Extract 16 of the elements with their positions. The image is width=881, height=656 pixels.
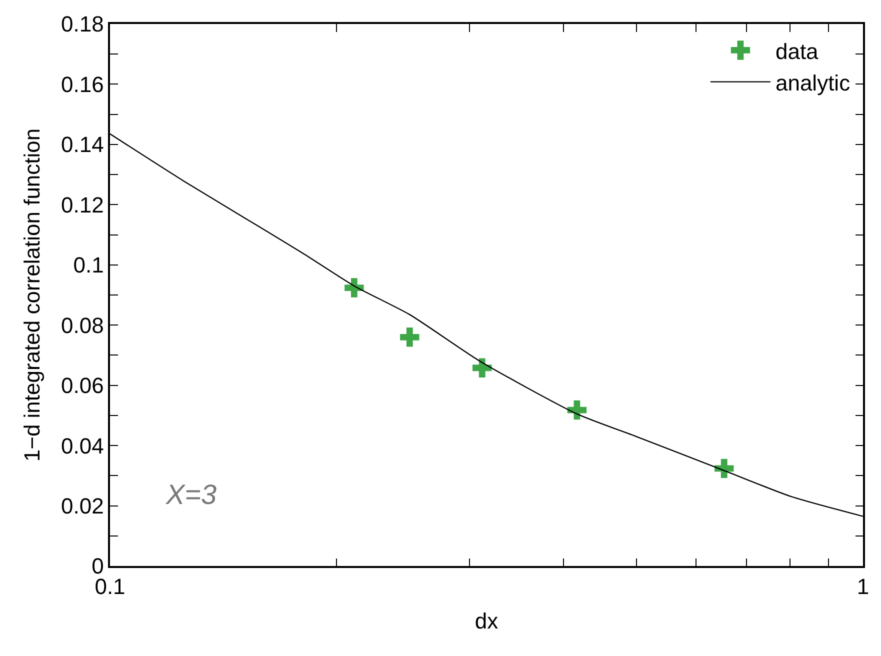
y-tick-label: 0.14: [61, 132, 104, 158]
annotation: X=3: [165, 479, 218, 510]
legend-label: analytic: [775, 70, 850, 96]
y-tick-label: 0.18: [61, 12, 104, 37]
y-tick-label: 0: [92, 554, 104, 579]
y-axis-title: 1−d integrated correlation function: [19, 128, 44, 462]
legend-label: data: [775, 38, 820, 64]
y-tick-label: 0.16: [61, 72, 104, 97]
y-tick-label: 0.04: [61, 433, 104, 458]
y-tick-label: 0.06: [61, 373, 104, 398]
y-tick-label: 0.02: [61, 493, 104, 518]
y-tick-label: 0.1: [73, 252, 104, 278]
y-tick-label: 0.08: [61, 312, 104, 338]
y-tick-label: 0.12: [61, 192, 104, 218]
x-axis-title: dx: [474, 608, 498, 634]
x-tick-label: 1: [856, 574, 870, 600]
